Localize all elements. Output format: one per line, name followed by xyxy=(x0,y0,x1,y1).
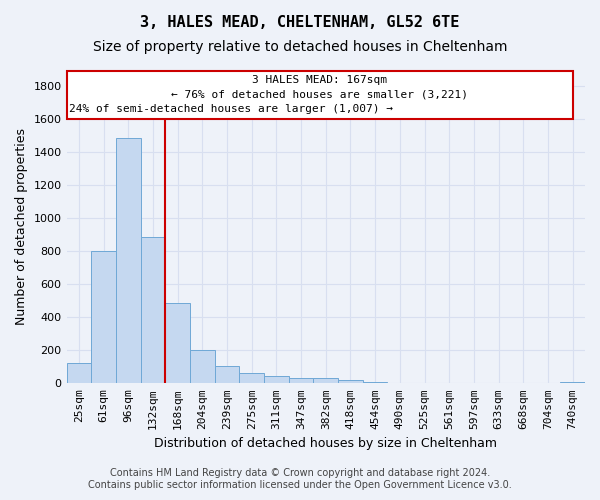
Text: 3 HALES MEAD: 167sqm: 3 HALES MEAD: 167sqm xyxy=(252,76,387,86)
Bar xyxy=(560,382,585,384)
Bar xyxy=(363,382,388,384)
Bar xyxy=(67,362,91,384)
Text: ← 76% of detached houses are smaller (3,221): ← 76% of detached houses are smaller (3,… xyxy=(171,90,468,100)
Bar xyxy=(91,252,116,384)
Bar xyxy=(190,350,215,384)
Text: 24% of semi-detached houses are larger (1,007) →: 24% of semi-detached houses are larger (… xyxy=(69,104,393,115)
Bar xyxy=(140,238,165,384)
Bar xyxy=(289,378,313,384)
Text: Contains HM Land Registry data © Crown copyright and database right 2024.
Contai: Contains HM Land Registry data © Crown c… xyxy=(88,468,512,490)
X-axis label: Distribution of detached houses by size in Cheltenham: Distribution of detached houses by size … xyxy=(154,437,497,450)
Text: Size of property relative to detached houses in Cheltenham: Size of property relative to detached ho… xyxy=(93,40,507,54)
Bar xyxy=(116,138,140,384)
Y-axis label: Number of detached properties: Number of detached properties xyxy=(15,128,28,325)
Bar xyxy=(239,372,264,384)
Bar xyxy=(215,366,239,384)
FancyBboxPatch shape xyxy=(67,71,572,120)
Bar xyxy=(165,302,190,384)
Bar xyxy=(338,380,363,384)
Bar xyxy=(264,376,289,384)
Bar xyxy=(313,378,338,384)
Text: 3, HALES MEAD, CHELTENHAM, GL52 6TE: 3, HALES MEAD, CHELTENHAM, GL52 6TE xyxy=(140,15,460,30)
